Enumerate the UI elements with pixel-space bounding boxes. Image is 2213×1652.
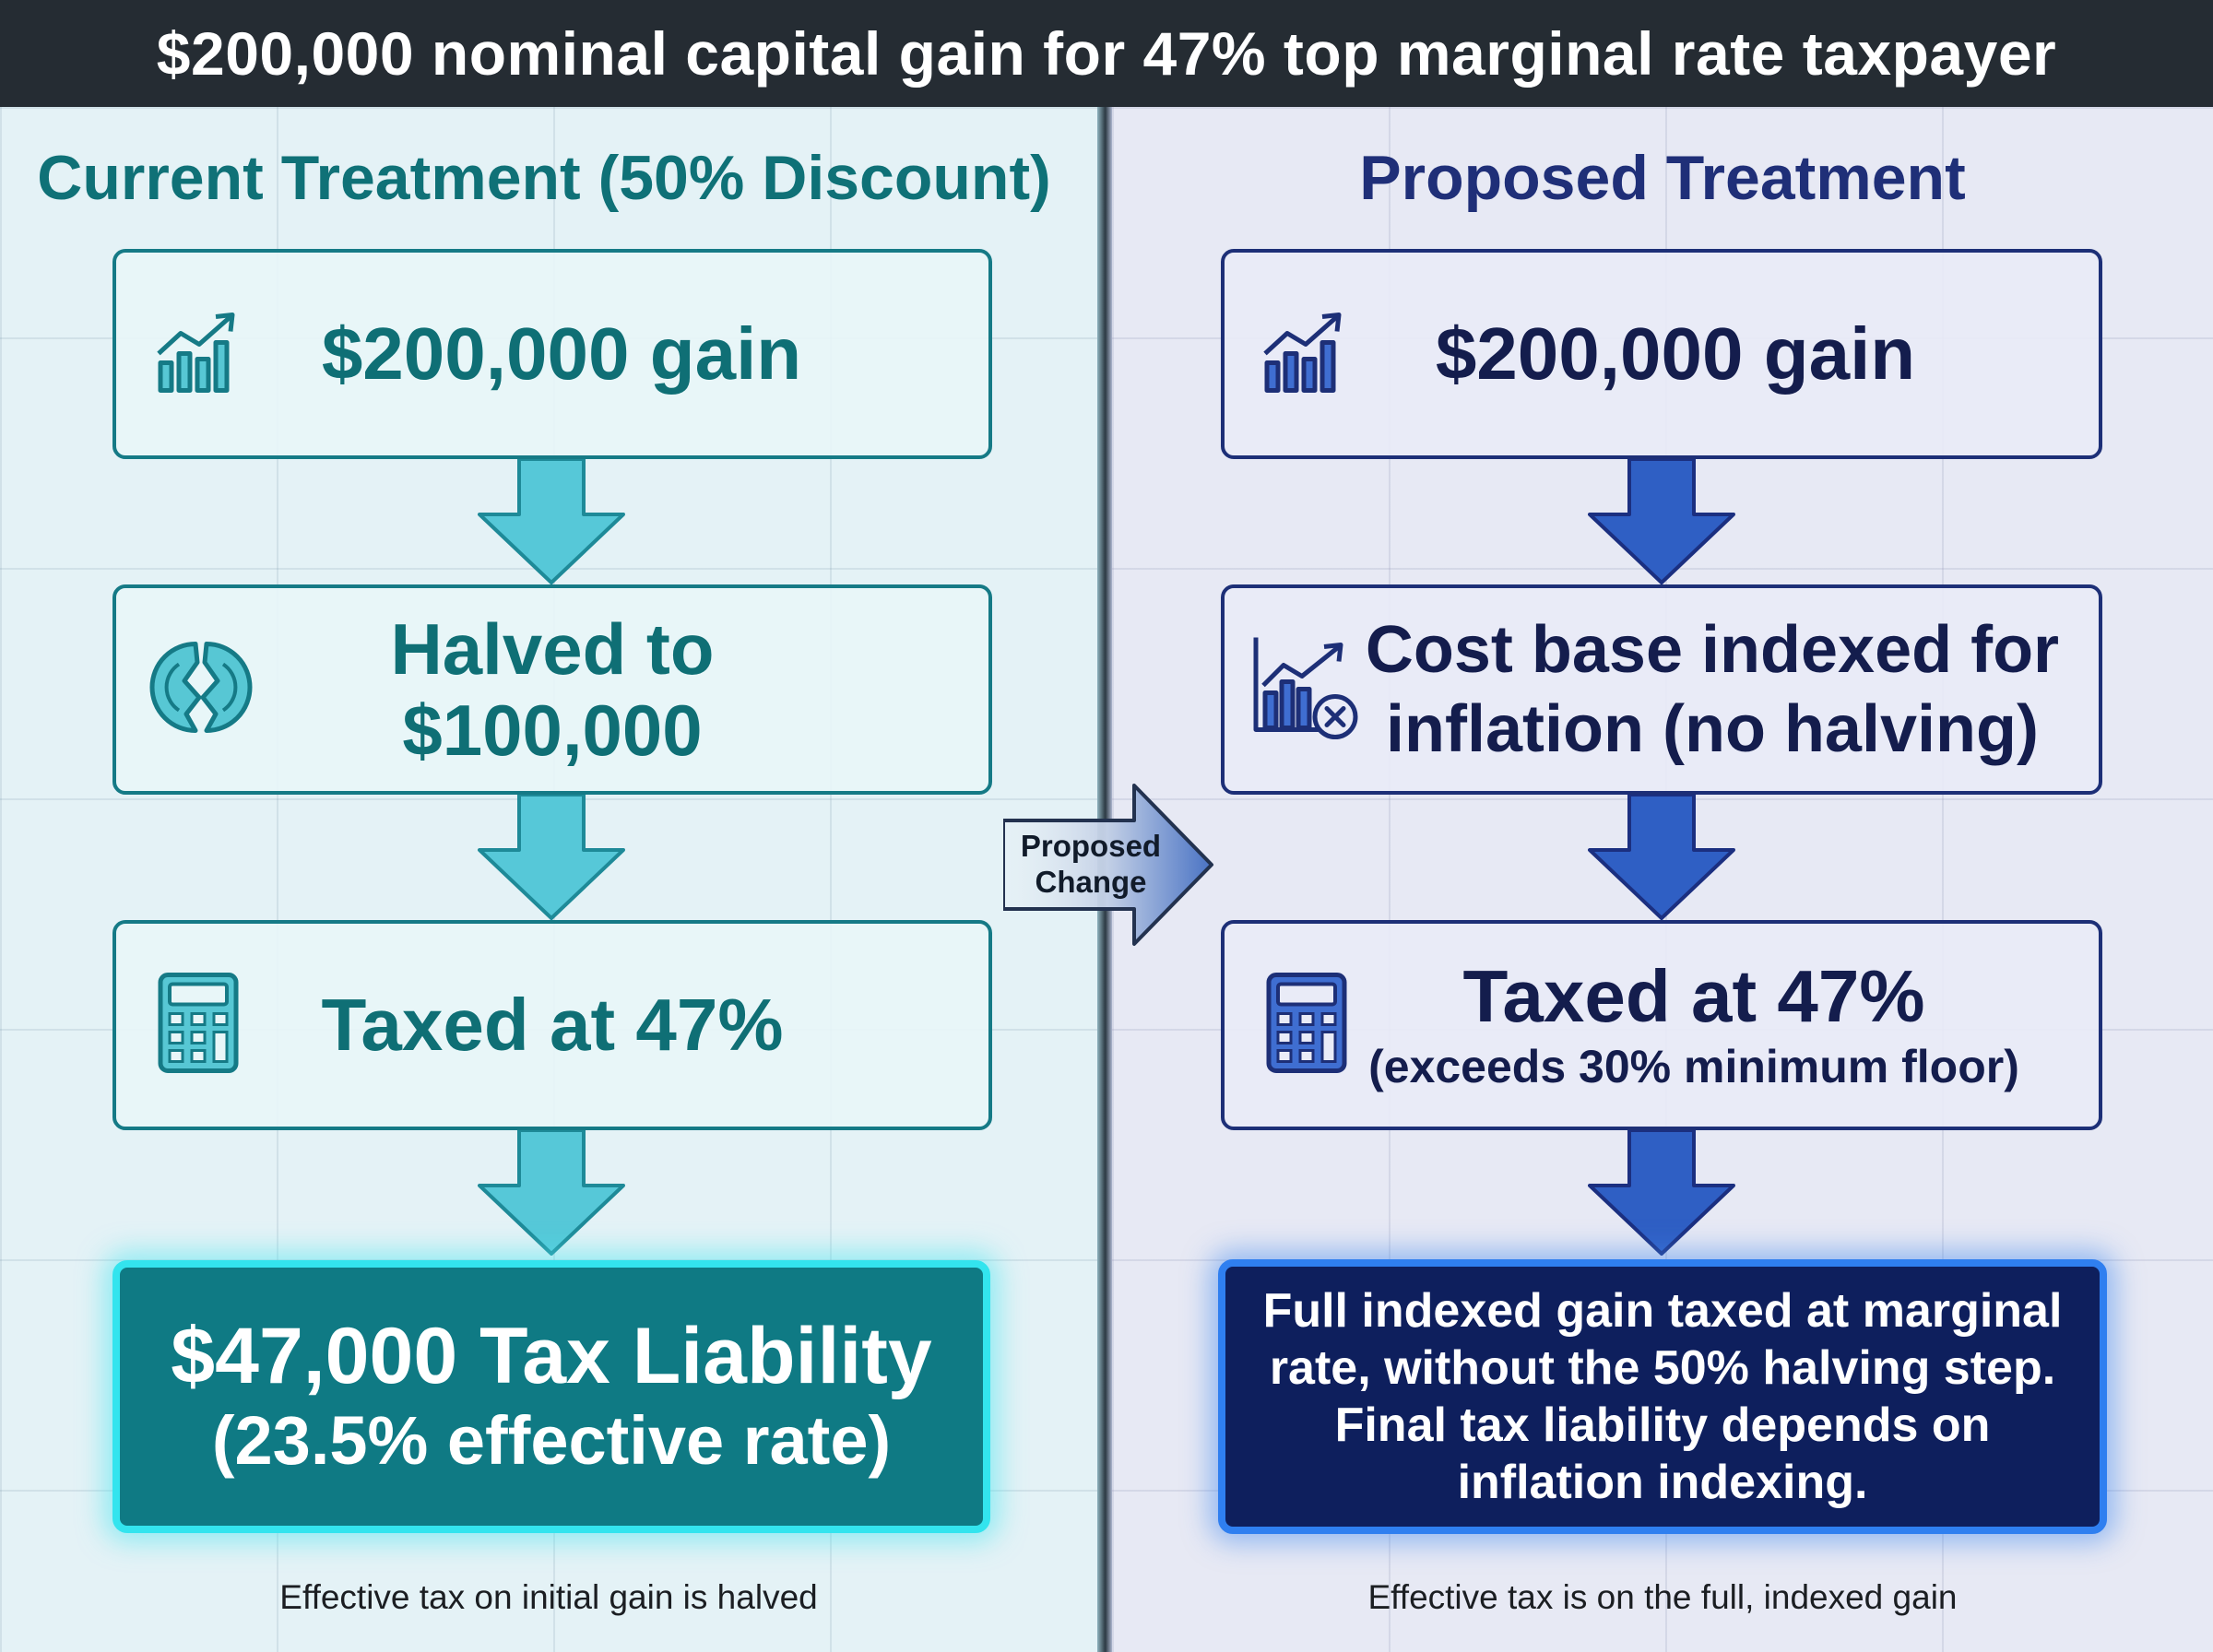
down-arrow-icon (478, 795, 625, 920)
proposed-caption: Effective tax is on the full, indexed ga… (1367, 1578, 1958, 1616)
current-gain-box: $200,000 gain (112, 249, 992, 459)
proposed-gain-text: $200,000 gain (1435, 313, 1916, 395)
current-taxed-text: Taxed at 47% (321, 984, 784, 1066)
proposed-change-line1: Proposed (1020, 829, 1162, 863)
down-arrow-icon (478, 1130, 625, 1256)
proposed-taxed-box: Taxed at 47% (exceeds 30% minimum floor) (1221, 920, 2102, 1130)
calculator-icon (157, 972, 240, 1080)
proposed-treatment-panel: Proposed Treatment $20 (1112, 107, 2213, 1652)
current-result-box: $47,000 Tax Liability (23.5% effective r… (112, 1260, 990, 1533)
down-arrow-icon (1588, 1130, 1735, 1256)
down-arrow-icon (1588, 459, 1735, 584)
proposed-change-label: Proposed Change (1009, 828, 1173, 900)
indexed-line1: Cost base indexed for (1365, 613, 2060, 687)
indexed-line2: inflation (no halving) (1386, 692, 2039, 766)
current-taxed-box: Taxed at 47% (112, 920, 992, 1130)
proposed-result-box: Full indexed gain taxed at marginal rate… (1218, 1259, 2107, 1534)
halved-box: Halved to $100,000 (112, 584, 992, 795)
chart-x-icon (1250, 634, 1361, 746)
proposed-change-line2: Change (1035, 865, 1147, 899)
proposed-taxed-line2: (exceeds 30% minimum floor) (1368, 1041, 2019, 1092)
page-title: $200,000 nominal capital gain for 47% to… (0, 0, 2213, 107)
current-treatment-panel: Current Treatment (50% Discount) (0, 107, 1097, 1652)
down-arrow-icon (1588, 795, 1735, 920)
proposed-taxed-text: Taxed at 47% (exceeds 30% minimum floor) (1225, 955, 2099, 1095)
proposed-change-arrow-icon (1003, 784, 1213, 946)
current-gain-text: $200,000 gain (321, 313, 802, 395)
current-result-line1: $47,000 Tax Liability (171, 1312, 932, 1400)
proposed-gain-box: $200,000 gain (1221, 249, 2102, 459)
halved-line1: Halved to (390, 608, 715, 690)
current-result-line2: (23.5% effective rate) (211, 1402, 892, 1479)
chart-growth-icon (153, 306, 245, 403)
indexed-text: Cost base indexed for inflation (no halv… (1225, 610, 2099, 769)
current-treatment-heading: Current Treatment (50% Discount) (37, 143, 1051, 213)
down-arrow-icon (478, 459, 625, 584)
proposed-taxed-line1: Taxed at 47% (1462, 955, 1925, 1037)
current-caption: Effective tax on initial gain is halved (279, 1578, 818, 1616)
calculator-icon (1265, 972, 1348, 1080)
indexed-box: Cost base indexed for inflation (no halv… (1221, 584, 2102, 795)
proposed-treatment-heading: Proposed Treatment (1359, 143, 1966, 213)
chart-growth-icon (1260, 306, 1352, 403)
halved-line2: $100,000 (402, 690, 703, 771)
split-circle-icon (146, 637, 256, 743)
halved-text: Halved to $100,000 (116, 608, 988, 771)
